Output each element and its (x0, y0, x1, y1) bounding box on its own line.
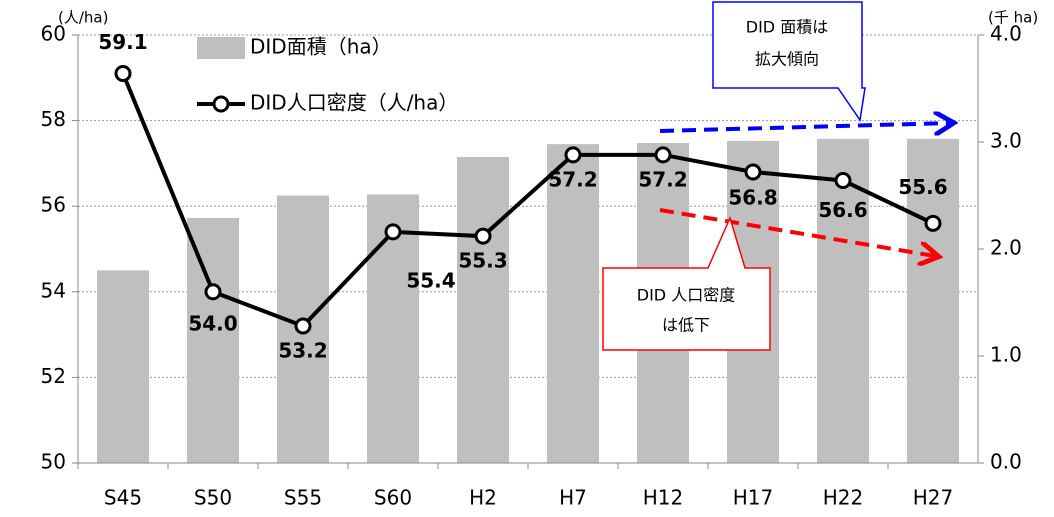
x-tick-label: H2 (469, 486, 497, 510)
callout-text: DID 面積は (746, 18, 828, 37)
marker (384, 223, 402, 241)
data-label: 56.6 (818, 198, 867, 222)
y2-tick-label: 3.0 (990, 129, 1022, 153)
x-tick-label: S55 (284, 486, 322, 510)
y-tick-label: 50 (41, 450, 66, 474)
y-tick-label: 56 (41, 193, 66, 217)
trend-arrow (659, 208, 935, 256)
marker (114, 65, 132, 83)
x-tick-label: S60 (374, 486, 412, 510)
callout-box (602, 215, 771, 351)
callout-text: は低下 (662, 316, 710, 335)
x-tick-label: S50 (194, 486, 232, 510)
y-tick-label: 60 (41, 22, 66, 46)
y-tick-label: 52 (41, 364, 66, 388)
data-label: 55.3 (458, 249, 507, 273)
marker (204, 283, 222, 301)
marker (834, 172, 852, 190)
data-label: 59.1 (98, 30, 147, 54)
callout-box (712, 1, 866, 122)
y2-tick-label: 0.0 (990, 450, 1022, 474)
bar (187, 217, 239, 463)
y2-tick-label: 2.0 (990, 236, 1022, 260)
legend-label: DID面積（ha） (250, 35, 392, 59)
x-tick-label: S45 (104, 486, 142, 510)
y-unit: (人/ha) (58, 9, 108, 27)
y-tick-label: 58 (41, 107, 66, 131)
x-tick-label: H22 (823, 486, 864, 510)
x-tick-label: H27 (913, 486, 954, 510)
trend-arrow (659, 123, 950, 131)
line (121, 72, 934, 329)
marker (654, 146, 672, 164)
callout-text: DID 人口密度 (637, 286, 735, 305)
bar (547, 144, 599, 463)
marker (744, 163, 762, 181)
legend-label: DID人口密度（人/ha） (250, 91, 458, 115)
legend-marker (212, 95, 230, 113)
y-tick-label: 54 (41, 278, 66, 302)
bar (817, 138, 869, 464)
y2-unit: (千 ha) (988, 9, 1038, 27)
y2-tick-label: 1.0 (990, 343, 1022, 367)
data-label: 55.6 (898, 175, 947, 199)
data-label: 57.2 (548, 167, 597, 191)
x-tick-label: H12 (643, 486, 684, 510)
y2-tick-label: 4.0 (990, 22, 1022, 46)
bar (457, 156, 509, 464)
callout-text: 拡大傾向 (755, 50, 819, 69)
data-label: 56.8 (728, 185, 777, 209)
x-tick-label: H7 (559, 486, 587, 510)
data-label: 55.4 (406, 268, 455, 292)
data-label: 57.2 (638, 167, 687, 191)
x-tick-label: H17 (733, 486, 774, 510)
marker (294, 317, 312, 335)
marker (564, 146, 582, 164)
marker (474, 227, 492, 245)
data-label: 54.0 (188, 311, 237, 335)
bar (907, 138, 959, 464)
marker (924, 214, 942, 232)
bar (97, 270, 149, 463)
data-label: 53.2 (278, 339, 327, 363)
legend-swatch (197, 37, 245, 59)
